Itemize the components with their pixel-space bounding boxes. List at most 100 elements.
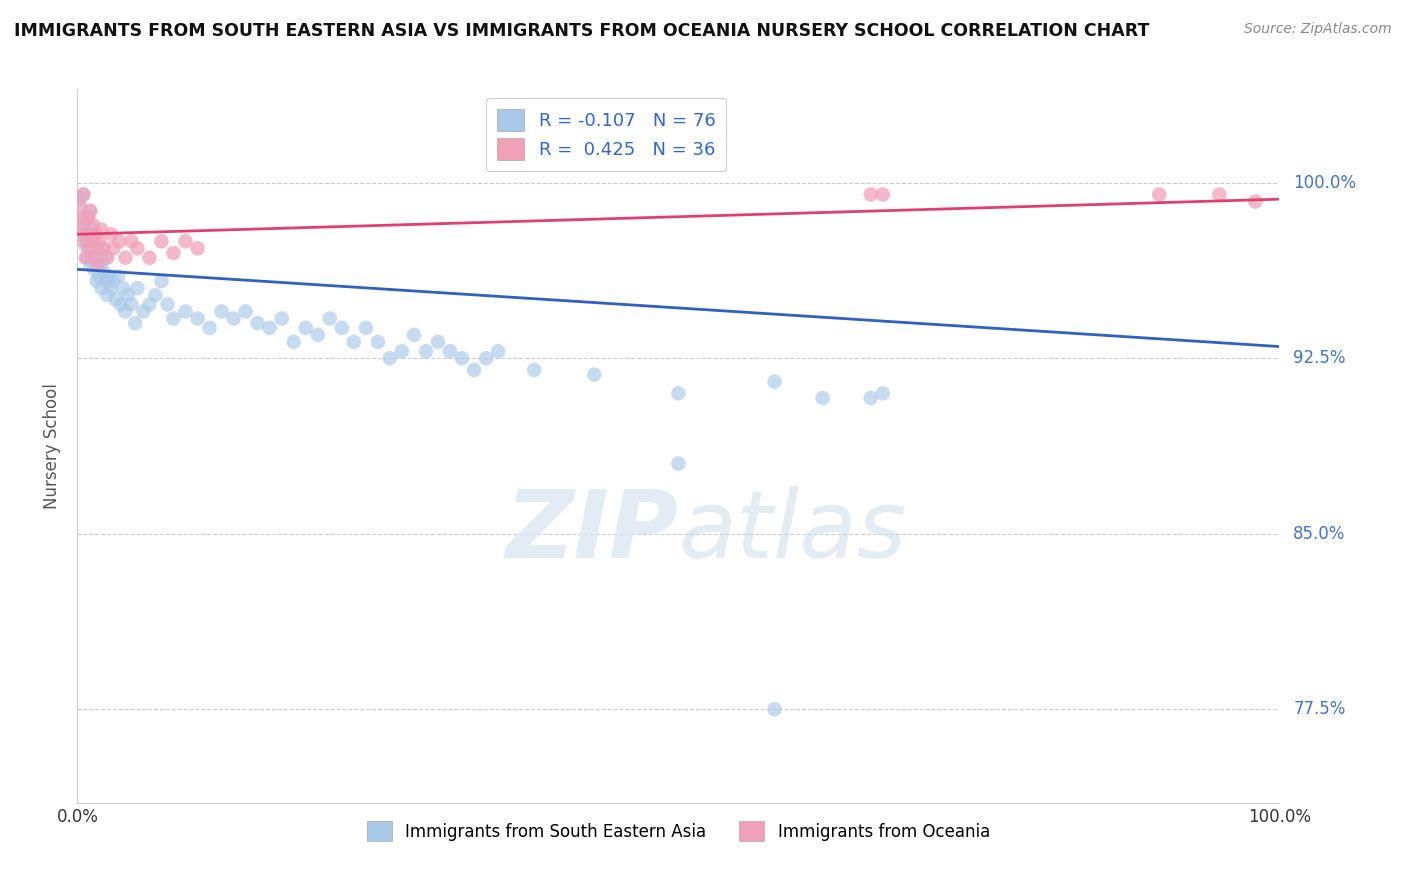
Point <box>138 297 160 311</box>
Point <box>87 258 110 272</box>
Point <box>132 304 155 318</box>
Point <box>402 327 425 342</box>
Point <box>70 227 93 242</box>
Point <box>114 251 136 265</box>
Point <box>668 457 690 471</box>
Point <box>343 334 366 349</box>
Point <box>69 199 91 213</box>
Point <box>354 321 377 335</box>
Point <box>162 311 184 326</box>
Point <box>80 246 103 260</box>
Point <box>198 321 221 335</box>
Point <box>330 321 353 335</box>
Text: IMMIGRANTS FROM SOUTH EASTERN ASIA VS IMMIGRANTS FROM OCEANIA NURSERY SCHOOL COR: IMMIGRANTS FROM SOUTH EASTERN ASIA VS IM… <box>14 22 1150 40</box>
Point <box>79 258 101 272</box>
Point <box>70 211 93 225</box>
Point <box>89 258 111 272</box>
Point <box>90 222 112 236</box>
Point <box>86 241 108 255</box>
Point <box>111 281 134 295</box>
Text: ZIP: ZIP <box>506 485 679 578</box>
Point <box>103 241 125 255</box>
Point <box>87 234 110 248</box>
Point <box>79 203 101 218</box>
Point <box>523 363 546 377</box>
Point <box>486 344 509 359</box>
Point <box>415 344 437 359</box>
Point <box>1208 187 1230 202</box>
Point <box>583 368 606 382</box>
Point <box>70 222 93 236</box>
Point <box>84 234 107 248</box>
Legend: Immigrants from South Eastern Asia, Immigrants from Oceania: Immigrants from South Eastern Asia, Immi… <box>360 814 997 848</box>
Point <box>73 234 96 248</box>
Point <box>1244 194 1267 209</box>
Point <box>463 363 485 377</box>
Point <box>475 351 498 366</box>
Point <box>87 251 110 265</box>
Point <box>120 297 142 311</box>
Point <box>77 211 100 225</box>
Point <box>307 327 329 342</box>
Point <box>79 203 101 218</box>
Y-axis label: Nursery School: Nursery School <box>44 383 62 509</box>
Point <box>83 262 105 277</box>
Point <box>1149 187 1171 202</box>
Point <box>127 281 149 295</box>
Point <box>80 234 103 248</box>
Point <box>108 234 131 248</box>
Point <box>211 304 233 318</box>
Point <box>91 241 114 255</box>
Point <box>186 311 209 326</box>
Point <box>87 269 110 284</box>
Point <box>76 227 98 242</box>
Point <box>859 391 882 405</box>
Point <box>259 321 281 335</box>
Point <box>124 316 146 330</box>
Point <box>270 311 292 326</box>
Point <box>246 316 269 330</box>
Point <box>69 192 91 206</box>
Point <box>96 251 118 265</box>
Point <box>763 702 786 716</box>
Point <box>83 251 105 265</box>
Point <box>94 251 117 265</box>
Point <box>872 187 894 202</box>
Point <box>100 281 122 295</box>
Point <box>117 288 139 302</box>
Text: 85.0%: 85.0% <box>1294 524 1346 542</box>
Text: 77.5%: 77.5% <box>1294 700 1346 718</box>
Point <box>96 288 118 302</box>
Point <box>150 274 173 288</box>
Point <box>156 297 179 311</box>
Point <box>84 227 107 242</box>
Point <box>872 386 894 401</box>
Point <box>283 334 305 349</box>
Point <box>668 386 690 401</box>
Point <box>145 288 167 302</box>
Point <box>72 187 94 202</box>
Point <box>222 311 245 326</box>
Point <box>75 251 97 265</box>
Point <box>82 218 104 232</box>
Point <box>114 304 136 318</box>
Point <box>186 241 209 255</box>
Point <box>82 222 104 236</box>
Point <box>77 234 100 248</box>
Point <box>100 227 122 242</box>
Point <box>138 251 160 265</box>
Point <box>103 274 125 288</box>
Point <box>378 351 401 366</box>
Point <box>96 274 118 288</box>
Point <box>391 344 413 359</box>
Point <box>174 234 197 248</box>
Point <box>72 187 94 202</box>
Point <box>86 274 108 288</box>
Point <box>319 311 342 326</box>
Point <box>763 375 786 389</box>
Point <box>859 187 882 202</box>
Point <box>439 344 461 359</box>
Point <box>90 281 112 295</box>
Point <box>110 297 132 311</box>
Point <box>120 234 142 248</box>
